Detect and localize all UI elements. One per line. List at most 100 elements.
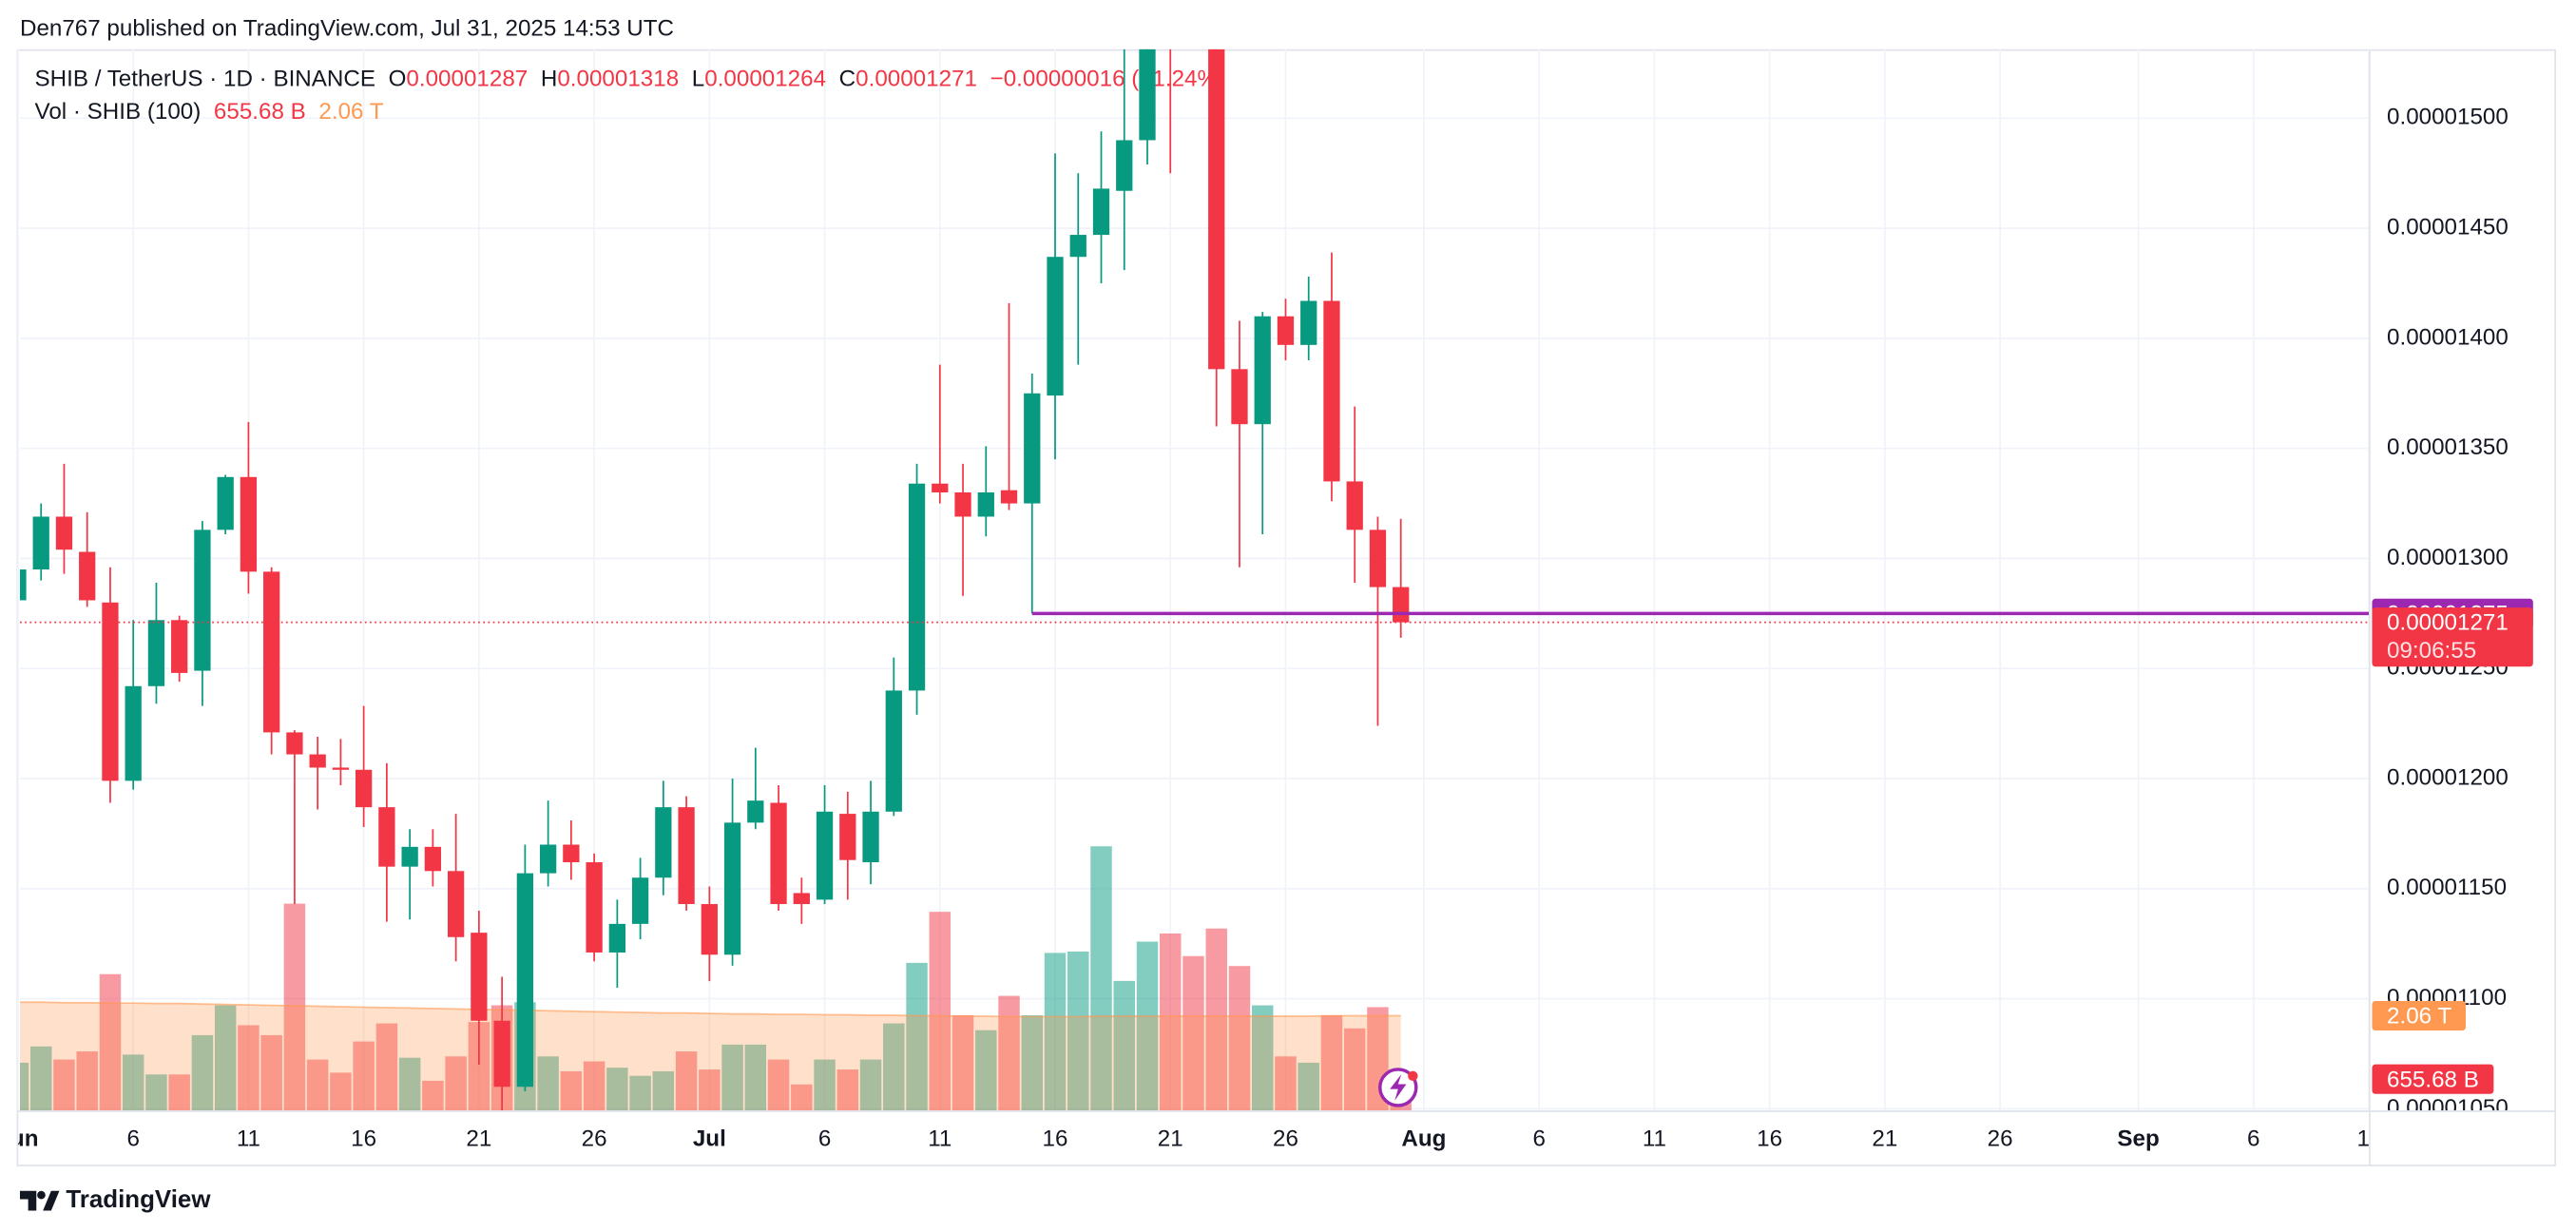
- candle-body: [1346, 481, 1363, 530]
- candle-body: [194, 529, 211, 671]
- volume-bar: [330, 1072, 352, 1111]
- volume-bar: [283, 903, 306, 1111]
- volume-bar: [859, 1059, 882, 1111]
- y-tick-label: 0.00001150: [2387, 875, 2507, 900]
- author-line: Den767 published on TradingView.com, Jul…: [20, 15, 674, 41]
- symbol-legend: SHIB / TetherUS · 1D · BINANCE O0.000012…: [35, 67, 1226, 92]
- candle-body: [816, 811, 834, 900]
- close-key: C: [839, 67, 855, 92]
- volume-bar: [1067, 951, 1089, 1111]
- volume-bar: [1228, 966, 1251, 1111]
- open-value: 0.00001287: [406, 67, 528, 92]
- candle-body: [378, 807, 395, 867]
- candle-body: [1092, 188, 1110, 236]
- volume-bar: [791, 1084, 813, 1111]
- candle-body: [563, 844, 580, 863]
- volume-ma-label: 2.06 T: [2387, 1004, 2451, 1030]
- volume-bar: [422, 1080, 444, 1111]
- volume-bar: [29, 1046, 52, 1111]
- volume-bar: [606, 1068, 628, 1111]
- volume-bar: [53, 1059, 75, 1111]
- candle-body: [1069, 235, 1086, 258]
- candle-body: [1208, 48, 1225, 370]
- low-key: L: [692, 67, 704, 92]
- candle-body: [1116, 140, 1133, 191]
- volume-bar: [1090, 846, 1112, 1111]
- brand: TradingView: [66, 1186, 211, 1213]
- candle-body: [102, 602, 119, 781]
- volume-legend: Vol · SHIB (100) 655.68 B 2.06 T: [35, 100, 384, 125]
- volume-bar: [306, 1059, 329, 1111]
- volume-bar: [721, 1044, 743, 1111]
- candle-body: [1300, 300, 1317, 345]
- volume-bar: [1136, 941, 1159, 1111]
- volume-bar: [1160, 933, 1182, 1111]
- candle-body: [1000, 490, 1018, 504]
- volume-value: 655.68 B: [214, 100, 306, 125]
- candle-body: [286, 732, 303, 755]
- candle-body: [631, 877, 649, 924]
- candle-body: [309, 754, 326, 768]
- candle-body: [493, 1020, 510, 1088]
- volume-bar: [814, 1059, 836, 1111]
- x-tick-label: 11: [1643, 1126, 1666, 1152]
- volume-bar: [629, 1075, 651, 1111]
- volume-name: Vol · SHIB (100): [35, 100, 202, 125]
- candle-body: [263, 571, 280, 733]
- candle-body: [1277, 316, 1295, 345]
- candle-body: [125, 685, 142, 781]
- volume-bar: [1320, 1015, 1343, 1111]
- x-tick-label: 16: [351, 1126, 376, 1152]
- volume-bar: [1113, 980, 1135, 1111]
- candle-body: [839, 814, 856, 860]
- candle-body: [1185, 19, 1201, 34]
- candle-body: [1024, 393, 1041, 504]
- candle-body: [862, 811, 879, 863]
- candle-body: [332, 767, 350, 770]
- volume-bar: [906, 962, 928, 1111]
- candle-body: [539, 844, 557, 874]
- candle-body: [356, 769, 373, 808]
- volume-label: 655.68 B: [2387, 1067, 2479, 1092]
- candle-body: [678, 807, 695, 905]
- countdown: 09:06:55: [2387, 638, 2476, 664]
- close-value: 0.00001271: [855, 67, 977, 92]
- candle-body: [977, 491, 994, 517]
- x-tick-label: 16: [1757, 1126, 1782, 1152]
- x-tick-label: 6: [2247, 1126, 2259, 1152]
- volume-bar: [398, 1057, 421, 1111]
- volume-bar: [375, 1023, 398, 1111]
- volume-bar: [168, 1074, 190, 1111]
- volume-bar: [560, 1070, 583, 1111]
- volume-bar: [675, 1051, 698, 1111]
- x-tick-label: Aug: [1401, 1126, 1446, 1152]
- volume-bar: [652, 1070, 675, 1111]
- volume-bar: [537, 1056, 559, 1111]
- x-tick-label: 6: [818, 1126, 831, 1152]
- volume-bar: [1044, 953, 1067, 1111]
- brand-logo: [19, 1190, 60, 1211]
- candle-body: [19, 569, 27, 601]
- volume-bar: [122, 1054, 144, 1111]
- grid: [17, 48, 2370, 1111]
- candle-body: [723, 822, 741, 955]
- x-tick-label: 26: [1988, 1126, 2013, 1152]
- x-tick-label: Sep: [2117, 1126, 2159, 1152]
- x-tick-label: 11: [237, 1126, 260, 1152]
- candle-body: [240, 476, 258, 572]
- x-tick-label: 6: [126, 1126, 139, 1152]
- x-tick-label: 21: [1158, 1126, 1183, 1152]
- candle-body: [1231, 369, 1248, 425]
- candle-body: [908, 483, 926, 691]
- x-tick-label: 26: [1273, 1126, 1298, 1152]
- y-tick-label: 0.00001450: [2387, 214, 2509, 240]
- candle-body: [1254, 316, 1271, 425]
- candle-body: [447, 871, 465, 937]
- low-value: 0.00001264: [704, 67, 826, 92]
- volume-bar: [353, 1041, 375, 1111]
- candle-body: [32, 516, 49, 570]
- candle-body: [1139, 48, 1156, 141]
- candle-body: [516, 873, 534, 1088]
- volume-bar: [1021, 1015, 1044, 1111]
